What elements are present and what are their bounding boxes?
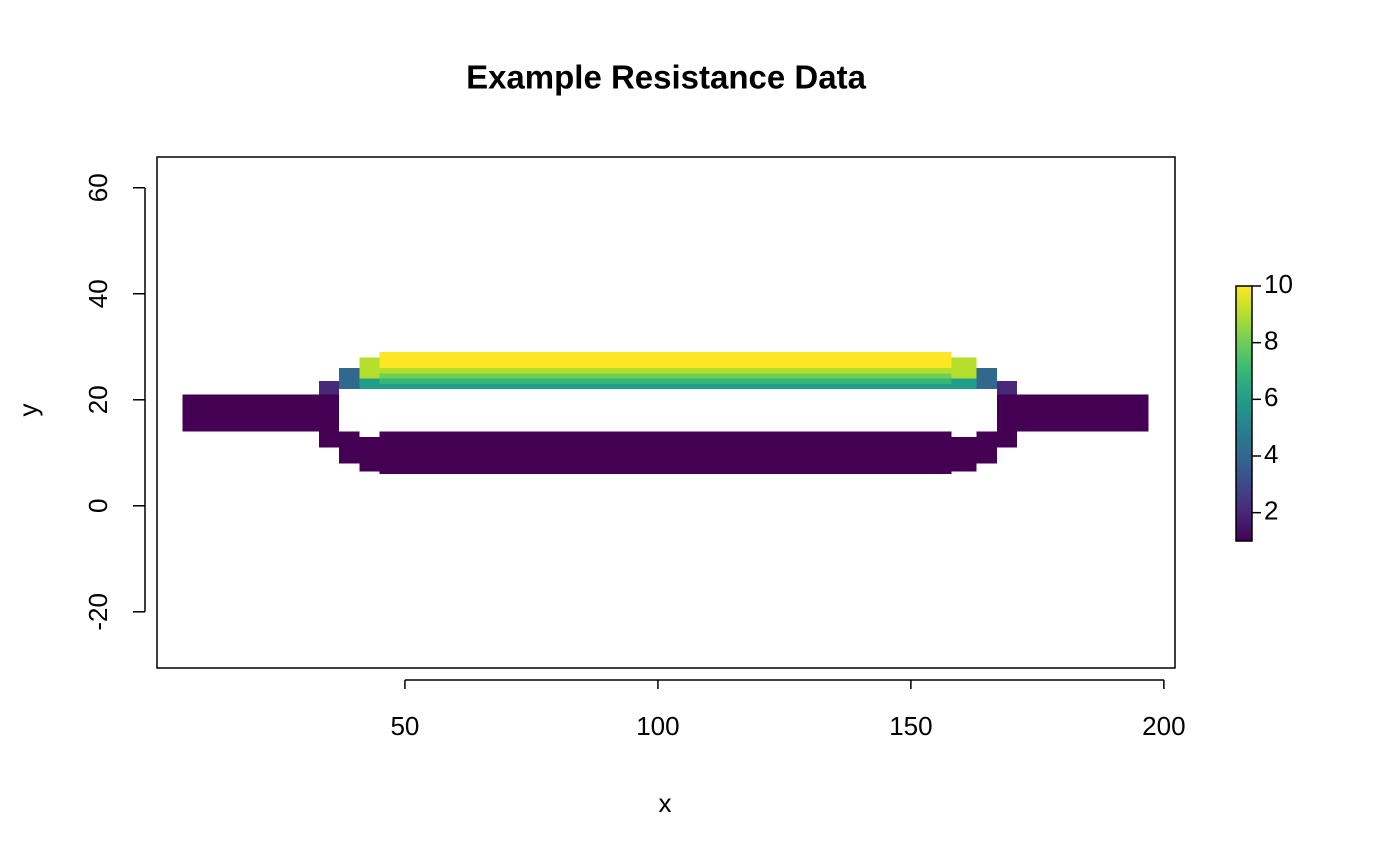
colorbar-tick-label: 2 [1264, 496, 1278, 526]
x-tick-label: 150 [889, 711, 932, 741]
raster-cell [359, 378, 380, 390]
raster-cell [182, 394, 319, 432]
raster-cell [976, 431, 997, 464]
raster-cell [379, 378, 952, 384]
raster-cell [318, 381, 340, 395]
raster-cell [359, 436, 380, 472]
x-tick-label: 100 [636, 711, 679, 741]
raster-cell [379, 352, 952, 368]
raster-cell [339, 367, 360, 390]
plot-frame [156, 156, 1176, 669]
raster-cell [339, 431, 360, 464]
colorbar-tick-label: 8 [1264, 326, 1278, 356]
y-tick-label: 0 [83, 499, 113, 513]
y-axis-label: y [13, 404, 43, 417]
colorbar [1235, 285, 1253, 542]
colorbar-tick-label: 6 [1264, 382, 1278, 412]
raster-cell [951, 357, 977, 379]
raster-cell [359, 357, 380, 379]
raster-cell [379, 431, 952, 474]
raster-cell [379, 373, 952, 379]
raster-cell [379, 367, 952, 374]
raster-cell [318, 394, 340, 448]
x-tick-label: 200 [1142, 711, 1185, 741]
y-tick-label: 20 [83, 385, 113, 414]
raster-cell [1017, 394, 1149, 432]
x-axis-label: x [659, 788, 672, 818]
raster-cell [379, 383, 952, 390]
raster-cell [951, 378, 977, 390]
y-tick-label: 40 [83, 279, 113, 308]
raster-cell [996, 381, 1018, 395]
raster-cell [951, 436, 977, 472]
colorbar-tick-label: 4 [1264, 439, 1278, 469]
chart-title: Example Resistance Data [466, 59, 867, 96]
raster-cell [976, 367, 997, 390]
colorbar-tick-label: 10 [1264, 269, 1293, 299]
raster-cell [996, 394, 1018, 448]
x-tick-label: 50 [390, 711, 419, 741]
y-tick-label: 60 [83, 173, 113, 202]
y-tick-label: -20 [83, 593, 113, 631]
